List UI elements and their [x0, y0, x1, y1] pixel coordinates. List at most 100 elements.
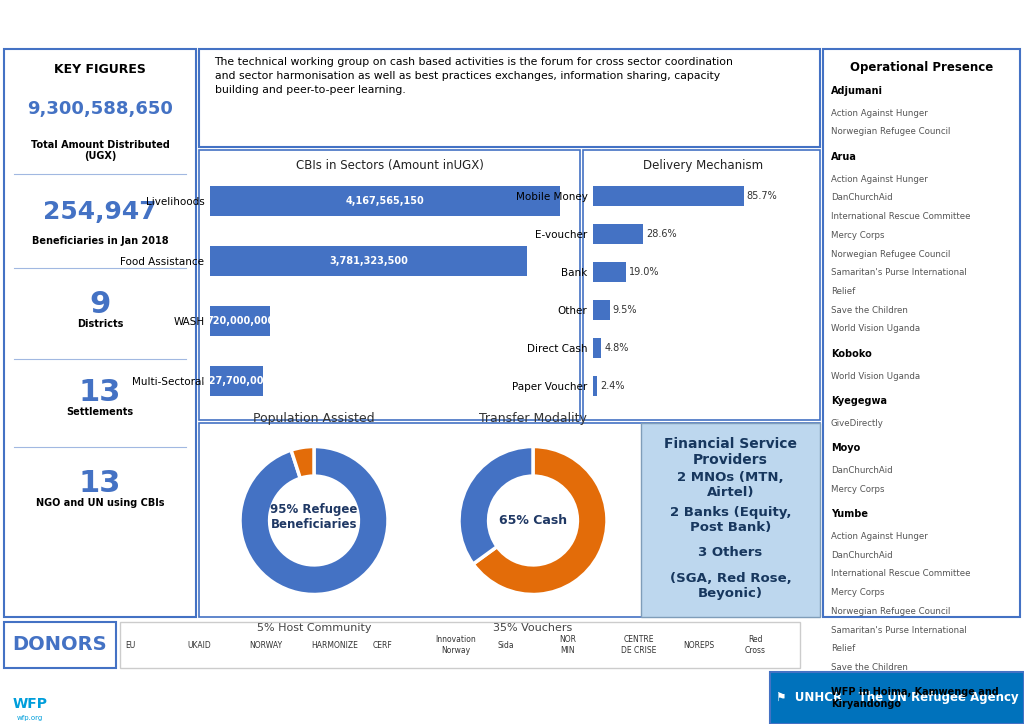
Wedge shape: [291, 447, 314, 479]
Text: Sida: Sida: [497, 641, 514, 649]
Text: NOREPS: NOREPS: [683, 641, 714, 649]
Text: 2.4%: 2.4%: [600, 381, 625, 391]
Bar: [210, 366, 262, 397]
Text: 35% Vouchers: 35% Vouchers: [494, 623, 572, 633]
Text: Operational Presence: Operational Presence: [850, 62, 993, 75]
Text: Uganda: Cash Monthly Dashboard: Uganda: Cash Monthly Dashboard: [12, 14, 412, 33]
Text: 9,300,588,650: 9,300,588,650: [27, 100, 173, 118]
FancyBboxPatch shape: [199, 423, 820, 617]
Text: Action Against Hunger: Action Against Hunger: [830, 532, 928, 541]
Bar: [210, 185, 559, 216]
Bar: [593, 224, 643, 245]
FancyBboxPatch shape: [199, 150, 580, 420]
Title: Transfer Modality: Transfer Modality: [479, 413, 587, 426]
Text: 2 MNOs (MTN,
Airtel): 2 MNOs (MTN, Airtel): [677, 471, 783, 499]
Text: Action Against Hunger: Action Against Hunger: [830, 174, 928, 183]
Wedge shape: [473, 447, 607, 594]
Text: WFP: WFP: [12, 697, 47, 711]
Text: CENTRE
DE CRISE: CENTRE DE CRISE: [621, 635, 656, 654]
Text: wfp.org: wfp.org: [16, 715, 43, 721]
Text: Norwegian Refugee Council: Norwegian Refugee Council: [830, 127, 950, 136]
Wedge shape: [459, 447, 534, 564]
Title: CBIs in Sectors (Amount inUGX): CBIs in Sectors (Amount inUGX): [296, 159, 484, 172]
Text: Save the Children: Save the Children: [830, 663, 907, 672]
Text: Samaritan's Purse International: Samaritan's Purse International: [830, 626, 967, 634]
Text: 9.5%: 9.5%: [612, 305, 637, 315]
Text: International Rescue Committee: International Rescue Committee: [830, 569, 971, 578]
Text: Mercy Corps: Mercy Corps: [830, 231, 885, 240]
Text: CERF: CERF: [373, 641, 393, 649]
Text: NOR
MIN: NOR MIN: [559, 635, 575, 654]
Text: DanChurchAid: DanChurchAid: [830, 193, 893, 202]
Text: Norwegian Refugee Council: Norwegian Refugee Council: [830, 607, 950, 616]
Text: HARMONIZE: HARMONIZE: [311, 641, 357, 649]
Text: Mercy Corps: Mercy Corps: [830, 588, 885, 597]
Bar: [210, 246, 527, 276]
Text: ⚑  UNHCR    The UN Refugee Agency: ⚑ UNHCR The UN Refugee Agency: [776, 691, 1018, 704]
Bar: [593, 337, 601, 358]
Bar: [593, 376, 597, 397]
Text: 9: 9: [89, 290, 111, 319]
Text: 28.6%: 28.6%: [646, 229, 677, 239]
Text: 85.7%: 85.7%: [746, 191, 777, 201]
Text: World Vision Uganda: World Vision Uganda: [830, 371, 920, 381]
Text: 65% Cash: 65% Cash: [499, 514, 567, 527]
Text: WFP in Hoima, Kamwenge and
Kiryandongo: WFP in Hoima, Kamwenge and Kiryandongo: [830, 687, 998, 709]
Wedge shape: [240, 447, 388, 594]
FancyBboxPatch shape: [199, 49, 820, 147]
Text: Relief: Relief: [830, 287, 855, 296]
Text: Yumbe: Yumbe: [830, 509, 868, 519]
Text: Relief: Relief: [830, 644, 855, 653]
FancyBboxPatch shape: [641, 423, 820, 617]
Text: NGO and UN using CBIs: NGO and UN using CBIs: [36, 497, 164, 508]
Text: EU: EU: [125, 641, 135, 649]
Text: 3 Others: 3 Others: [698, 547, 763, 560]
Title: Delivery Mechanism: Delivery Mechanism: [643, 159, 763, 172]
FancyBboxPatch shape: [583, 150, 820, 420]
Text: Red
Cross: Red Cross: [745, 635, 766, 654]
Text: DONORS: DONORS: [12, 636, 108, 654]
Title: Population Assisted: Population Assisted: [253, 413, 375, 426]
Text: Settlements: Settlements: [67, 407, 133, 417]
Text: 3,781,323,500: 3,781,323,500: [329, 256, 408, 266]
Bar: [593, 261, 627, 282]
Text: Samaritan's Purse International: Samaritan's Purse International: [830, 269, 967, 277]
FancyBboxPatch shape: [4, 622, 116, 668]
FancyBboxPatch shape: [4, 49, 196, 617]
Text: 2 Banks (Equity,
Post Bank): 2 Banks (Equity, Post Bank): [670, 506, 792, 534]
Text: Moyo: Moyo: [830, 443, 860, 453]
Text: International Rescue Committee: International Rescue Committee: [830, 212, 971, 221]
Text: World Vision Uganda: World Vision Uganda: [830, 324, 920, 334]
Text: DanChurchAid: DanChurchAid: [830, 550, 893, 560]
Text: 627,700,000: 627,700,000: [202, 376, 270, 387]
Text: (SGA, Red Rose,
Beyonic): (SGA, Red Rose, Beyonic): [670, 572, 792, 600]
Text: Koboko: Koboko: [830, 349, 871, 359]
Text: Save the Children: Save the Children: [830, 306, 907, 315]
Text: Total Amount Distributed
(UGX): Total Amount Distributed (UGX): [31, 140, 169, 161]
Text: 4,167,565,150: 4,167,565,150: [345, 195, 424, 206]
Text: Districts: Districts: [77, 319, 123, 329]
Text: 720,000,000: 720,000,000: [206, 316, 274, 326]
Text: Financial Service
Providers: Financial Service Providers: [664, 437, 797, 467]
Text: Innovation
Norway: Innovation Norway: [435, 635, 476, 654]
Text: Kyegegwa: Kyegegwa: [830, 396, 887, 406]
Text: 13: 13: [79, 379, 121, 408]
Text: 95% Refugee
Beneficiaries: 95% Refugee Beneficiaries: [270, 502, 357, 531]
FancyBboxPatch shape: [120, 622, 800, 668]
Bar: [593, 300, 609, 321]
Text: Norwegian Refugee Council: Norwegian Refugee Council: [830, 250, 950, 258]
Text: 5% Host Community: 5% Host Community: [257, 623, 372, 633]
Text: 19.0%: 19.0%: [629, 267, 659, 277]
Text: Mercy Corps: Mercy Corps: [830, 484, 885, 494]
Text: 254,947: 254,947: [43, 200, 157, 224]
FancyBboxPatch shape: [823, 49, 1020, 617]
Text: UKAID: UKAID: [187, 641, 211, 649]
FancyBboxPatch shape: [770, 672, 1024, 724]
Text: The technical working group on cash based activities is the forum for cross sect: The technical working group on cash base…: [214, 57, 733, 95]
Text: GiveDirectly: GiveDirectly: [830, 418, 884, 428]
Text: Beneficiaries in Jan 2018: Beneficiaries in Jan 2018: [32, 237, 168, 246]
Text: NORWAY: NORWAY: [249, 641, 283, 649]
Text: KEY FIGURES: KEY FIGURES: [54, 63, 146, 76]
Text: Arua: Arua: [830, 152, 857, 161]
Text: 4.8%: 4.8%: [604, 343, 629, 353]
